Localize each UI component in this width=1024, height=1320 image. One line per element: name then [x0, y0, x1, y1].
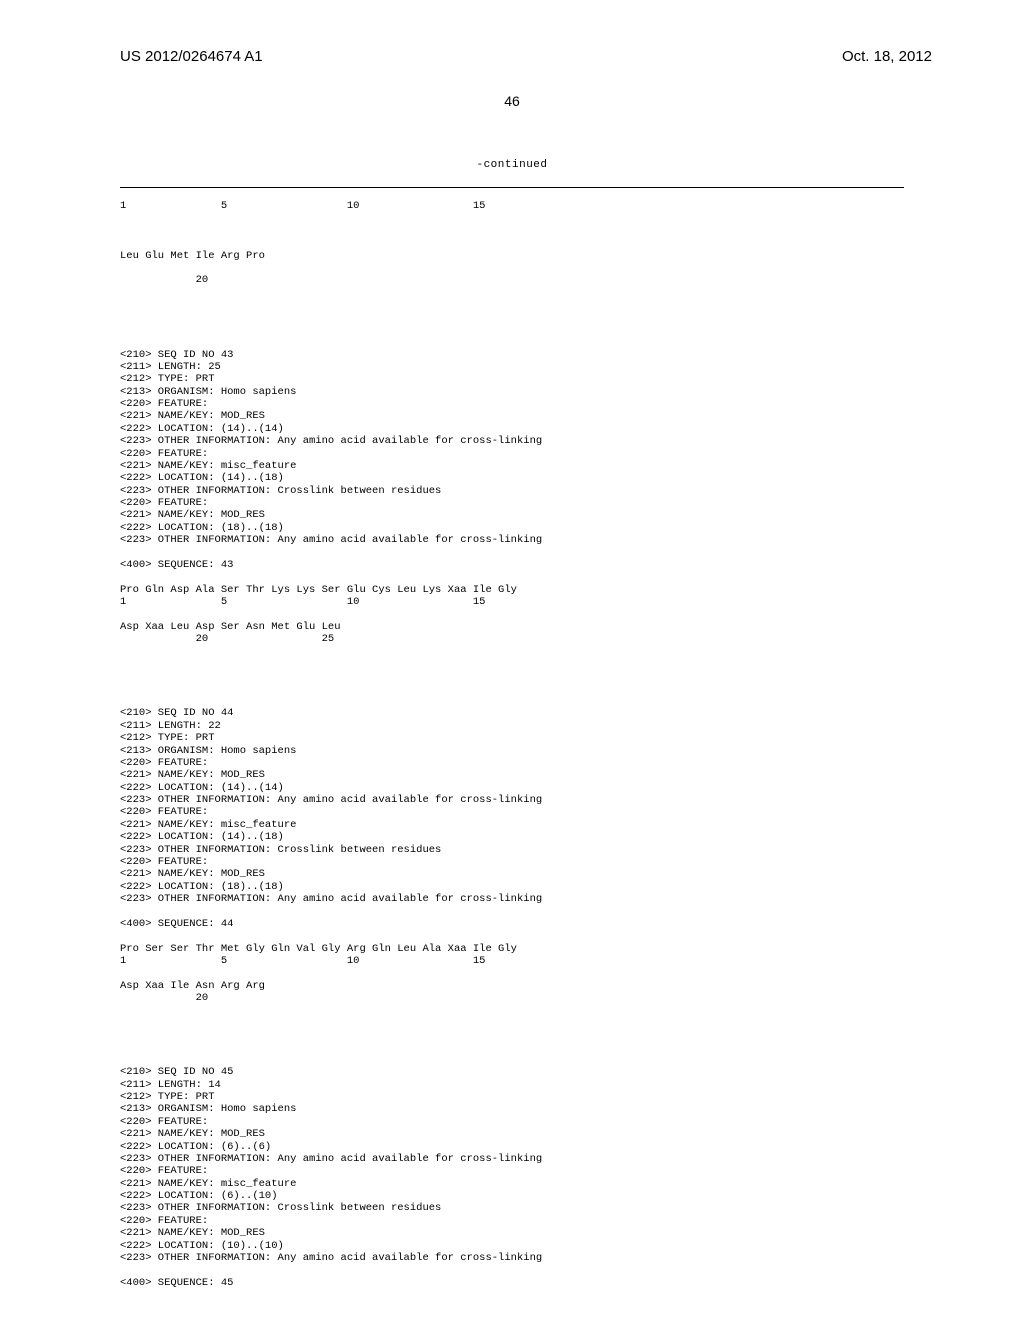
listing-line: <210> SEQ ID NO 44 — [120, 707, 904, 719]
blank-line — [120, 324, 904, 336]
listing-line: <222> LOCATION: (14)..(14) — [120, 782, 904, 794]
page-header: US 2012/0264674 A1 Oct. 18, 2012 — [0, 0, 1024, 65]
listing-line: <211> LENGTH: 25 — [120, 361, 904, 373]
listing-line: Pro Gln Asp Ala Ser Thr Lys Lys Ser Glu … — [120, 584, 904, 596]
listing-line: <212> TYPE: PRT — [120, 732, 904, 744]
listing-line: <212> TYPE: PRT — [120, 1091, 904, 1103]
listing-line: <223> OTHER INFORMATION: Any amino acid … — [120, 893, 904, 905]
listing-line: <223> OTHER INFORMATION: Any amino acid … — [120, 1153, 904, 1165]
listing-line: 1 5 10 15 — [120, 596, 904, 608]
seq42-pos-row2: 20 — [120, 274, 904, 286]
listing-line: <400> SEQUENCE: 43 — [120, 559, 904, 571]
listing-line: <222> LOCATION: (14)..(18) — [120, 472, 904, 484]
page-number: 46 — [0, 93, 1024, 109]
listing-line: <220> FEATURE: — [120, 806, 904, 818]
listing-line: <223> OTHER INFORMATION: Any amino acid … — [120, 435, 904, 447]
listing-line: <223> OTHER INFORMATION: Any amino acid … — [120, 1252, 904, 1264]
listing-line: <213> ORGANISM: Homo sapiens — [120, 1103, 904, 1115]
listing-line: <221> NAME/KEY: MOD_RES — [120, 1227, 904, 1239]
listing-line: 20 25 — [120, 633, 904, 645]
listing-line — [120, 1264, 904, 1276]
blank-line — [120, 1017, 904, 1029]
blank-line — [120, 299, 904, 311]
listing-line: <211> LENGTH: 14 — [120, 1079, 904, 1091]
listing-line — [120, 571, 904, 583]
seq42-residues-row2: Leu Glu Met Ile Arg Pro — [120, 250, 904, 262]
listing-line: <223> OTHER INFORMATION: Any amino acid … — [120, 794, 904, 806]
listing-line: <220> FEATURE: — [120, 1116, 904, 1128]
listing-line: <223> OTHER INFORMATION: Any amino acid … — [120, 534, 904, 546]
listing-line: <222> LOCATION: (14)..(14) — [120, 423, 904, 435]
listing-line: <212> TYPE: PRT — [120, 373, 904, 385]
listing-line: <220> FEATURE: — [120, 856, 904, 868]
listing-line: <222> LOCATION: (18)..(18) — [120, 881, 904, 893]
listing-line: Pro Ser Ser Thr Met Gly Gln Val Gly Arg … — [120, 943, 904, 955]
listing-line: <211> LENGTH: 22 — [120, 720, 904, 732]
top-rule — [120, 187, 904, 188]
continued-label: -continued — [120, 159, 904, 172]
listing-line: <221> NAME/KEY: misc_feature — [120, 1178, 904, 1190]
listing-line: <222> LOCATION: (14)..(18) — [120, 831, 904, 843]
listing-line: <400> SEQUENCE: 45 — [120, 1277, 904, 1289]
listing-line: <400> SEQUENCE: 44 — [120, 918, 904, 930]
listing-line: <222> LOCATION: (6)..(10) — [120, 1190, 904, 1202]
listing-line: <222> LOCATION: (10)..(10) — [120, 1240, 904, 1252]
listing-line: <213> ORGANISM: Homo sapiens — [120, 745, 904, 757]
publication-date: Oct. 18, 2012 — [842, 48, 932, 65]
blank-line — [120, 658, 904, 670]
listing-line: <221> NAME/KEY: MOD_RES — [120, 1128, 904, 1140]
listing-line: <221> NAME/KEY: MOD_RES — [120, 868, 904, 880]
listing-line — [120, 905, 904, 917]
listing-line: 20 — [120, 992, 904, 1004]
seq42-pos-row: 1 5 10 15 — [120, 200, 904, 212]
blank-line — [120, 683, 904, 695]
listing-line — [120, 547, 904, 559]
publication-number: US 2012/0264674 A1 — [120, 48, 263, 65]
listing-line: <213> ORGANISM: Homo sapiens — [120, 386, 904, 398]
seq45-block: <210> SEQ ID NO 45<211> LENGTH: 14<212> … — [120, 1066, 904, 1289]
listing-line: <210> SEQ ID NO 45 — [120, 1066, 904, 1078]
listing-line: <220> FEATURE: — [120, 398, 904, 410]
listing-line — [120, 608, 904, 620]
listing-line — [120, 967, 904, 979]
listing-line: <223> OTHER INFORMATION: Crosslink betwe… — [120, 844, 904, 856]
listing-line: Asp Xaa Ile Asn Arg Arg — [120, 980, 904, 992]
listing-line: <221> NAME/KEY: misc_feature — [120, 819, 904, 831]
listing-line: <223> OTHER INFORMATION: Crosslink betwe… — [120, 1202, 904, 1214]
listing-line: <220> FEATURE: — [120, 1215, 904, 1227]
listing-line: <220> FEATURE: — [120, 448, 904, 460]
blank-line — [120, 1042, 904, 1054]
seq44-block: <210> SEQ ID NO 44<211> LENGTH: 22<212> … — [120, 707, 904, 1004]
seq43-block: <210> SEQ ID NO 43<211> LENGTH: 25<212> … — [120, 349, 904, 646]
listing-line: <221> NAME/KEY: MOD_RES — [120, 410, 904, 422]
listing-line: <222> LOCATION: (6)..(6) — [120, 1141, 904, 1153]
listing-line: <220> FEATURE: — [120, 1165, 904, 1177]
blank-line — [120, 225, 904, 237]
listing-line: <220> FEATURE: — [120, 497, 904, 509]
listing-line: <220> FEATURE: — [120, 757, 904, 769]
listing-line: Asp Xaa Leu Asp Ser Asn Met Glu Leu — [120, 621, 904, 633]
sequence-listing-body: -continued 1 5 10 15 Leu Glu Met Ile Arg… — [0, 109, 1024, 1301]
listing-line: <223> OTHER INFORMATION: Crosslink betwe… — [120, 485, 904, 497]
listing-line: 1 5 10 15 — [120, 955, 904, 967]
listing-line: <222> LOCATION: (18)..(18) — [120, 522, 904, 534]
listing-line: <221> NAME/KEY: MOD_RES — [120, 509, 904, 521]
listing-line — [120, 930, 904, 942]
listing-line: <210> SEQ ID NO 43 — [120, 349, 904, 361]
listing-line: <221> NAME/KEY: MOD_RES — [120, 769, 904, 781]
listing-line: <221> NAME/KEY: misc_feature — [120, 460, 904, 472]
